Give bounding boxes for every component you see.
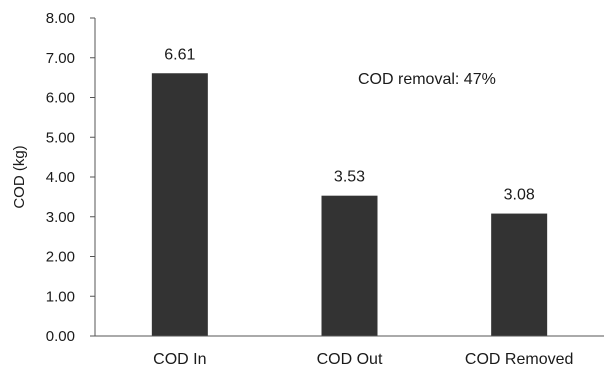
y-axis-ticks: 0.00 1.00 2.00 3.00 4.00 5.00 6.00 7.00 8.00 <box>46 10 95 345</box>
y-tick-label: 0.00 <box>46 328 75 345</box>
y-tick-label: 8.00 <box>46 10 75 27</box>
cod-removal-annotation: COD removal: 47% <box>358 71 496 88</box>
y-tick-label: 5.00 <box>46 129 75 146</box>
category-label: COD In <box>153 351 206 368</box>
y-tick-label: 3.00 <box>46 209 75 226</box>
y-axis-title: COD (kg) <box>11 145 28 208</box>
y-tick-label: 7.00 <box>46 50 75 67</box>
y-tick-label: 6.00 <box>46 90 75 107</box>
y-tick-label: 2.00 <box>46 249 75 266</box>
category-labels: COD In COD Out COD Removed <box>153 351 573 368</box>
category-label: COD Removed <box>465 351 573 368</box>
data-label: 3.53 <box>334 169 365 186</box>
data-label: 6.61 <box>164 46 195 63</box>
data-label: 3.08 <box>504 187 535 204</box>
data-labels: 6.61 3.53 3.08 <box>164 46 535 203</box>
bar <box>321 195 378 336</box>
category-label: COD Out <box>317 351 383 368</box>
bar <box>491 213 548 336</box>
bar <box>151 73 208 336</box>
bars <box>151 73 548 336</box>
y-tick-label: 1.00 <box>46 288 75 305</box>
y-tick-label: 4.00 <box>46 169 75 186</box>
